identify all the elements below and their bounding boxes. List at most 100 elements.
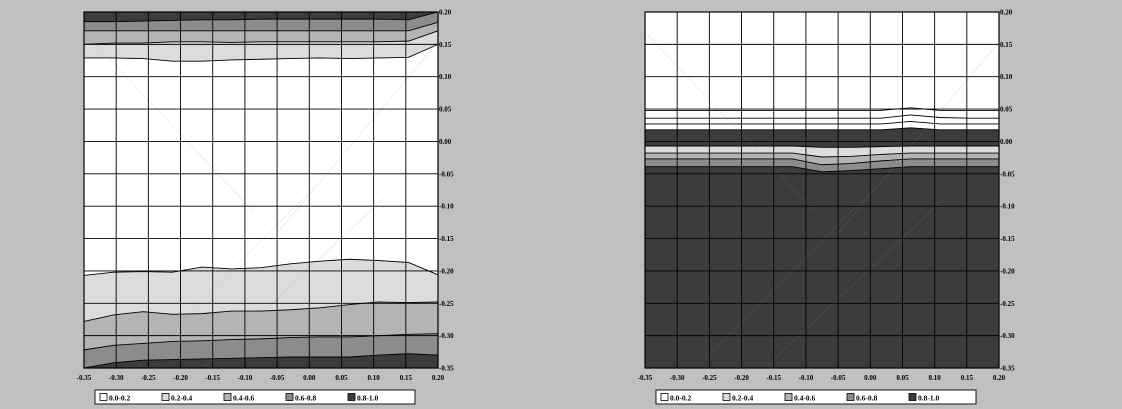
mesh-line-4 (704, 187, 876, 359)
legend-swatch-0 (99, 393, 108, 401)
legend-swatch-3 (285, 393, 294, 401)
x-tick-label: -0.30 (670, 374, 685, 382)
y-tick-label: 0.20 (439, 9, 452, 17)
legend-label: 0.6-0.8 (856, 394, 877, 403)
legend: 0.0-0.2 0.2-0.4 0.4-0.6 0.6-0.8 0.8-1.0 (94, 389, 416, 405)
x-tick-label: -0.05 (270, 374, 285, 382)
y-tick-label: -0.10 (439, 203, 454, 211)
y-tick-label: 0.15 (1000, 41, 1013, 49)
legend-label: 0.4-0.6 (794, 394, 815, 403)
legend-label: 0.2-0.4 (171, 394, 192, 403)
y-tick-label: -0.10 (1000, 203, 1015, 211)
contour-line-3 (645, 120, 999, 125)
contour-line-8 (83, 353, 439, 369)
plot-frame (83, 11, 439, 369)
y-tick-label: 0.15 (439, 41, 452, 49)
x-tick-label: 0.10 (368, 374, 381, 382)
contour-line-6 (83, 301, 439, 322)
y-tick-label: 0.20 (1000, 9, 1013, 17)
contour-band-8 (645, 166, 999, 368)
x-tick-label: 0.05 (335, 374, 348, 382)
y-tick-label: -0.20 (1000, 267, 1015, 275)
y-tick-label: -0.05 (1000, 170, 1015, 178)
legend: 0.0-0.2 0.2-0.4 0.4-0.6 0.6-0.8 0.8-1.0 (655, 389, 977, 405)
x-tick-label: -0.30 (109, 374, 124, 382)
y-tick-label: -0.35 (1000, 365, 1015, 373)
legend-label: 0.4-0.6 (233, 394, 254, 403)
y-tick-label: 0.00 (1000, 138, 1013, 146)
x-tick-label: -0.15 (766, 374, 781, 382)
x-tick-label: 0.20 (432, 374, 445, 382)
x-tick-label: -0.20 (734, 374, 749, 382)
contour-band-4 (84, 12, 438, 22)
x-tick-label: -0.25 (141, 374, 156, 382)
y-tick-label: -0.30 (439, 332, 454, 340)
mesh-line-3 (764, 197, 946, 369)
x-tick-label: 0.05 (896, 374, 909, 382)
legend-swatch-2 (223, 393, 232, 401)
y-tick-label: -0.35 (439, 365, 454, 373)
legend-swatch-1 (722, 393, 731, 401)
plot-frame (644, 11, 1000, 369)
contour-plot-left: -0.35 -0.30 -0.25 -0.20 -0.15 -0.10 -0.05 0.00 0… (77, 9, 454, 405)
contour-line-3 (84, 21, 439, 32)
x-tick-label: 0.10 (929, 374, 942, 382)
y-tick-label: -0.15 (439, 235, 454, 243)
legend-box (94, 389, 416, 405)
contour-line-1 (645, 107, 999, 111)
y-tick-label: -0.15 (1000, 235, 1015, 243)
legend-label: 0.2-0.4 (732, 394, 753, 403)
contour-chart-left: -0.35 -0.30 -0.25 -0.20 -0.15 -0.10 -0.05 0.00 0… (77, 9, 454, 405)
x-tick-label: -0.35 (638, 374, 653, 382)
mesh-line-4 (143, 187, 315, 359)
legend-swatch-3 (846, 393, 855, 401)
x-tick-label: 0.15 (961, 374, 974, 382)
mesh-line-3 (203, 197, 385, 369)
x-tick-label: 0.00 (303, 374, 316, 382)
x-tick-label: 0.00 (864, 374, 877, 382)
legend-swatch-4 (347, 393, 356, 401)
mesh-line-2 (277, 41, 439, 233)
contour-plot-right: -0.35 -0.30 -0.25 -0.20 -0.15 -0.10 -0.05 0.00 0… (638, 9, 1015, 405)
contour-line-1 (84, 43, 439, 62)
y-tick-label: -0.20 (439, 267, 454, 275)
y-tick-label: -0.05 (439, 170, 454, 178)
x-tick-label: 0.15 (400, 374, 413, 382)
y-tick-label: 0.05 (439, 106, 452, 114)
x-tick-label: 0.20 (993, 374, 1006, 382)
y-tick-label: 0.05 (1000, 106, 1013, 114)
contour-line-5 (645, 145, 999, 148)
contour-line-7 (645, 158, 999, 166)
mesh-line-2 (838, 41, 1000, 233)
legend-label: 0.8-1.0 (918, 394, 939, 403)
y-tick-label: -0.30 (1000, 332, 1015, 340)
mesh-lines (83, 31, 439, 369)
x-tick-label: -0.05 (831, 374, 846, 382)
contour-line-6 (645, 152, 999, 158)
contour-line-4 (645, 127, 999, 131)
mesh-line-1 (644, 31, 816, 213)
contour-line-8 (645, 166, 999, 173)
legend-box (655, 389, 977, 405)
x-tick-label: -0.25 (702, 374, 717, 382)
legend-swatch-2 (784, 393, 793, 401)
legend-label: 0.6-0.8 (295, 394, 316, 403)
y-tick-label: -0.25 (1000, 300, 1015, 308)
legend-label: 0.0-0.2 (109, 394, 130, 403)
contour-line-5 (83, 258, 439, 276)
contour-chart-right: -0.35 -0.30 -0.25 -0.20 -0.15 -0.10 -0.05 0.00 0… (561, 0, 1122, 409)
legend-label: 0.0-0.2 (670, 394, 691, 403)
contour-line-2 (645, 114, 999, 119)
mesh-line-1 (83, 31, 255, 213)
x-tick-label: -0.20 (173, 374, 188, 382)
y-tick-label: 0.10 (439, 73, 452, 81)
y-tick-label: 0.00 (439, 138, 452, 146)
contour-line-4 (84, 11, 439, 23)
x-tick-label: -0.15 (205, 374, 220, 382)
y-tick-label: 0.10 (1000, 73, 1013, 81)
legend-swatch-1 (161, 393, 170, 401)
y-tick-label: -0.25 (439, 300, 454, 308)
x-tick-label: -0.35 (77, 374, 92, 382)
contour-line-2 (83, 30, 439, 45)
legend-swatch-0 (660, 393, 669, 401)
